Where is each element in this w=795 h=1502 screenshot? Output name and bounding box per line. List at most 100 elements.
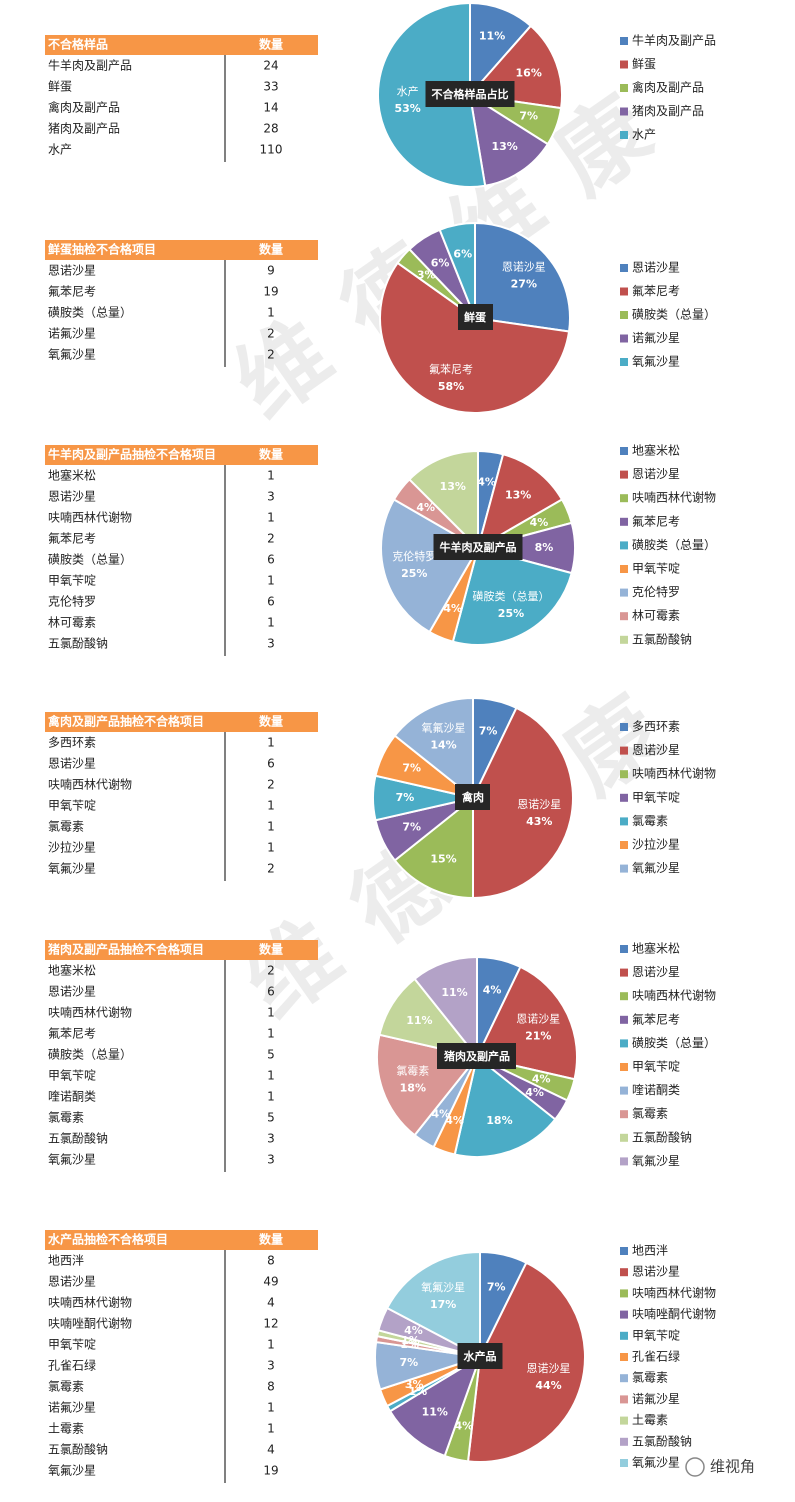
- legend-label: 氧氟沙星: [632, 355, 680, 369]
- table-value: 1: [267, 616, 275, 630]
- center-label: 猪肉及副产品: [443, 1049, 510, 1063]
- slice-label: 7%: [487, 1280, 506, 1293]
- center-label: 牛羊肉及副产品: [440, 540, 517, 554]
- legend-swatch: [620, 1310, 628, 1319]
- legend-label: 孔雀石绿: [632, 1349, 680, 1364]
- slice-name: 恩诺沙星: [527, 1362, 571, 1375]
- table-value: 2: [267, 862, 275, 876]
- legend-swatch: [620, 841, 628, 849]
- slice-label: 7%: [402, 761, 421, 774]
- table-column-header: 数量: [259, 1232, 283, 1247]
- table-category: 甲氧苄啶: [48, 1069, 96, 1083]
- table-category: 恩诺沙星: [48, 985, 96, 999]
- table-value: 3: [267, 1359, 275, 1373]
- legend-swatch: [620, 1374, 628, 1383]
- slice-name: 恩诺沙星: [502, 261, 546, 274]
- table-value: 110: [260, 143, 283, 157]
- slice-name: 恩诺沙星: [516, 1012, 560, 1025]
- table-value: 6: [267, 757, 275, 771]
- slice-label: 7%: [519, 110, 538, 123]
- table-value: 1: [267, 306, 275, 320]
- legend-label: 多西环素: [632, 720, 680, 734]
- table-category: 氯霉素: [48, 820, 84, 834]
- legend-label: 喹诺酮类: [632, 1082, 680, 1097]
- slice-label: 4%: [443, 602, 462, 615]
- table-category: 氟苯尼考: [48, 1027, 96, 1041]
- slice-name: 克伦特罗: [392, 549, 436, 563]
- table-category: 呋喃唑酮代谢物: [48, 1316, 132, 1331]
- center-label-box: [433, 534, 523, 560]
- legend-swatch: [620, 635, 628, 644]
- slice-label: 4%: [445, 1114, 464, 1127]
- table-value: 5: [267, 1048, 275, 1062]
- legend-swatch: [620, 945, 628, 953]
- legend-label: 地塞米松: [632, 941, 680, 956]
- legend-swatch: [620, 447, 628, 455]
- legend-swatch: [620, 1015, 628, 1024]
- legend-swatch: [620, 992, 628, 1001]
- slice-label: 18%: [400, 1081, 426, 1094]
- slice-name: 恩诺沙星: [517, 798, 561, 811]
- pie-slice: [476, 453, 564, 551]
- table-category: 呋喃西林代谢物: [48, 1005, 132, 1020]
- slice-label: 3%: [417, 269, 436, 282]
- slice-label: 1%: [400, 1338, 419, 1351]
- table-value: 1: [267, 469, 275, 483]
- table-title: 水产品抽检不合格项目: [48, 1232, 168, 1247]
- table-header: [45, 940, 318, 960]
- pie-slice: [413, 955, 478, 1060]
- table-value: 1: [267, 1338, 275, 1352]
- legend-label: 呋喃西林代谢物: [632, 766, 716, 781]
- table-category: 磺胺类（总量）: [48, 306, 132, 320]
- legend-swatch: [620, 84, 628, 92]
- slice-label: 4%: [404, 1324, 423, 1337]
- table-value: 1: [267, 1090, 275, 1104]
- legend-swatch: [620, 1039, 628, 1048]
- table-category: 氧氟沙星: [48, 348, 96, 362]
- table-category: 地塞米松: [48, 963, 96, 978]
- legend-label: 呋喃唑酮代谢物: [632, 1306, 716, 1321]
- table-category: 甲氧苄啶: [48, 799, 96, 813]
- table-value: 6: [267, 595, 275, 609]
- slice-label: 4%: [477, 476, 496, 489]
- table-category: 甲氧苄啶: [48, 1338, 96, 1352]
- legend-swatch: [620, 817, 628, 826]
- legend-swatch: [620, 1110, 628, 1119]
- table-category: 诺氟沙星: [48, 1401, 96, 1415]
- table-value: 1: [267, 1069, 275, 1083]
- slice-label: 25%: [498, 607, 524, 620]
- table-category: 恩诺沙星: [48, 264, 96, 278]
- table-value: 3: [267, 1153, 275, 1167]
- pie-slice: [388, 1354, 482, 1458]
- legend-label: 诺氟沙星: [632, 331, 680, 345]
- pie-slice: [469, 1, 533, 98]
- slice-label: 16%: [516, 66, 542, 79]
- center-label-box: [458, 304, 493, 330]
- slice-name: 氟苯尼考: [429, 362, 473, 376]
- pie-slice: [407, 449, 479, 551]
- table-category: 氧氟沙星: [48, 1464, 96, 1478]
- legend-label: 五氯酚酸钠: [632, 631, 692, 646]
- legend-swatch: [620, 358, 628, 366]
- table-category: 喹诺酮类: [48, 1089, 96, 1104]
- table-category: 沙拉沙星: [48, 840, 96, 855]
- table-category: 地塞米松: [48, 468, 96, 483]
- table-value: 19: [263, 1464, 278, 1478]
- table-title: 牛羊肉及副产品抽检不合格项目: [48, 447, 216, 462]
- center-label: 鲜蛋: [464, 310, 487, 324]
- pie-slice: [468, 92, 550, 187]
- table-header: [45, 240, 318, 260]
- pie-slice: [380, 498, 480, 634]
- slice-label: 11%: [441, 986, 467, 999]
- table-value: 9: [267, 264, 275, 278]
- legend-label: 氧氟沙星: [632, 1456, 680, 1470]
- pie-slice: [472, 706, 574, 900]
- legend-label: 氯霉素: [632, 1371, 668, 1385]
- table-category: 五氯酚酸钠: [48, 1131, 108, 1146]
- slice-label: 11%: [406, 1014, 432, 1027]
- slice-label: 7%: [479, 725, 498, 738]
- table-category: 水产: [48, 143, 72, 157]
